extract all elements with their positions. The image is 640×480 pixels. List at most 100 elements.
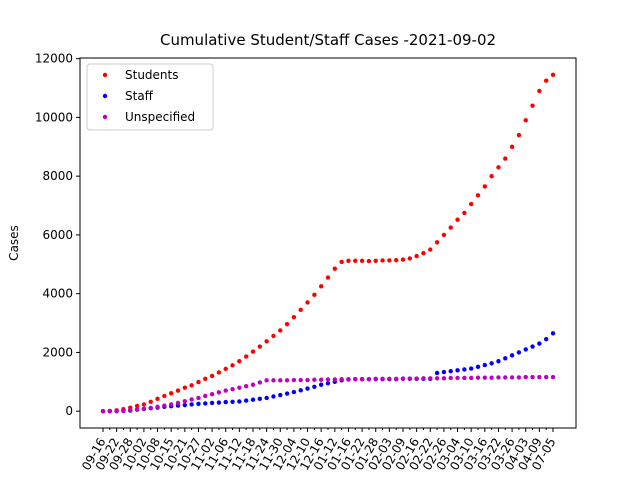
data-point: [298, 307, 303, 313]
y-tick-label: 0: [65, 404, 73, 418]
data-point: [489, 173, 494, 179]
data-point: [537, 341, 542, 346]
data-point: [189, 397, 194, 402]
data-point: [393, 376, 399, 382]
y-tick-label: 2000: [42, 345, 73, 359]
data-point: [516, 132, 522, 138]
data-point: [223, 366, 228, 372]
data-point: [284, 391, 290, 396]
data-point: [237, 399, 242, 404]
data-point: [468, 201, 474, 207]
data-point: [168, 402, 174, 407]
data-point: [400, 376, 406, 381]
data-point: [291, 314, 297, 320]
data-point: [257, 380, 263, 385]
data-point: [468, 366, 474, 371]
data-point: [148, 399, 153, 404]
legend-label: Staff: [125, 89, 154, 103]
data-point: [305, 377, 310, 383]
data-point: [346, 376, 351, 382]
data-point: [462, 375, 467, 381]
y-tick-label: 10000: [35, 110, 73, 124]
data-point: [421, 376, 426, 381]
data-point: [543, 78, 549, 83]
y-tick-label: 8000: [42, 169, 73, 183]
data-point: [216, 370, 222, 375]
data-point: [196, 395, 201, 401]
data-point: [223, 388, 228, 393]
data-point: [530, 344, 535, 349]
data-point: [318, 377, 324, 382]
data-point: [162, 403, 167, 408]
data-point: [278, 378, 283, 383]
data-point: [434, 376, 440, 381]
data-point: [264, 339, 269, 344]
data-point: [359, 376, 365, 382]
data-point: [428, 247, 433, 252]
data-point: [503, 156, 508, 161]
data-point: [182, 385, 188, 390]
data-point: [455, 217, 460, 222]
data-point: [441, 376, 447, 381]
data-point: [530, 374, 535, 380]
data-point: [339, 376, 344, 382]
data-point: [448, 225, 453, 230]
data-point: [203, 393, 208, 399]
data-point: [332, 377, 338, 382]
legend-marker: [102, 93, 108, 99]
data-point: [353, 258, 358, 263]
data-point: [496, 359, 501, 364]
data-point: [414, 376, 419, 381]
data-point: [278, 392, 283, 398]
data-point: [503, 375, 508, 380]
data-point: [168, 391, 174, 396]
data-point: [216, 390, 222, 395]
data-point: [271, 378, 276, 383]
data-point: [462, 210, 467, 216]
data-point: [155, 396, 160, 402]
data-point: [196, 401, 201, 407]
data-point: [339, 259, 344, 265]
data-point: [209, 391, 215, 397]
data-point: [523, 347, 528, 352]
data-point: [175, 400, 181, 406]
data-point: [537, 374, 542, 380]
y-tick-label: 4000: [42, 287, 73, 301]
data-point: [209, 373, 215, 379]
data-point: [475, 364, 481, 370]
data-point: [312, 384, 317, 389]
data-point: [489, 375, 494, 380]
data-point: [257, 344, 263, 349]
data-point: [155, 404, 160, 409]
legend-box: [86, 63, 214, 131]
data-point: [407, 256, 413, 261]
legend-label: Students: [125, 68, 179, 82]
data-point: [325, 381, 331, 386]
data-point: [387, 258, 392, 263]
data-point: [346, 258, 351, 263]
data-point: [237, 359, 242, 364]
data-point: [523, 118, 528, 123]
data-point: [298, 388, 303, 393]
data-point: [230, 363, 235, 368]
data-point: [128, 407, 133, 413]
data-point: [291, 377, 297, 383]
data-point: [550, 374, 556, 380]
data-point: [421, 250, 426, 256]
data-point: [175, 388, 181, 393]
data-point: [148, 405, 153, 411]
data-point: [243, 354, 249, 359]
data-point: [305, 386, 310, 391]
data-point: [380, 258, 385, 263]
data-point: [434, 240, 440, 245]
data-point: [305, 300, 310, 305]
data-point: [509, 144, 515, 149]
data-point: [496, 165, 501, 170]
data-point: [373, 258, 378, 263]
data-point: [141, 406, 147, 412]
data-point: [134, 403, 140, 409]
data-point: [380, 376, 385, 382]
data-point: [182, 402, 188, 408]
legend-marker: [102, 114, 108, 120]
